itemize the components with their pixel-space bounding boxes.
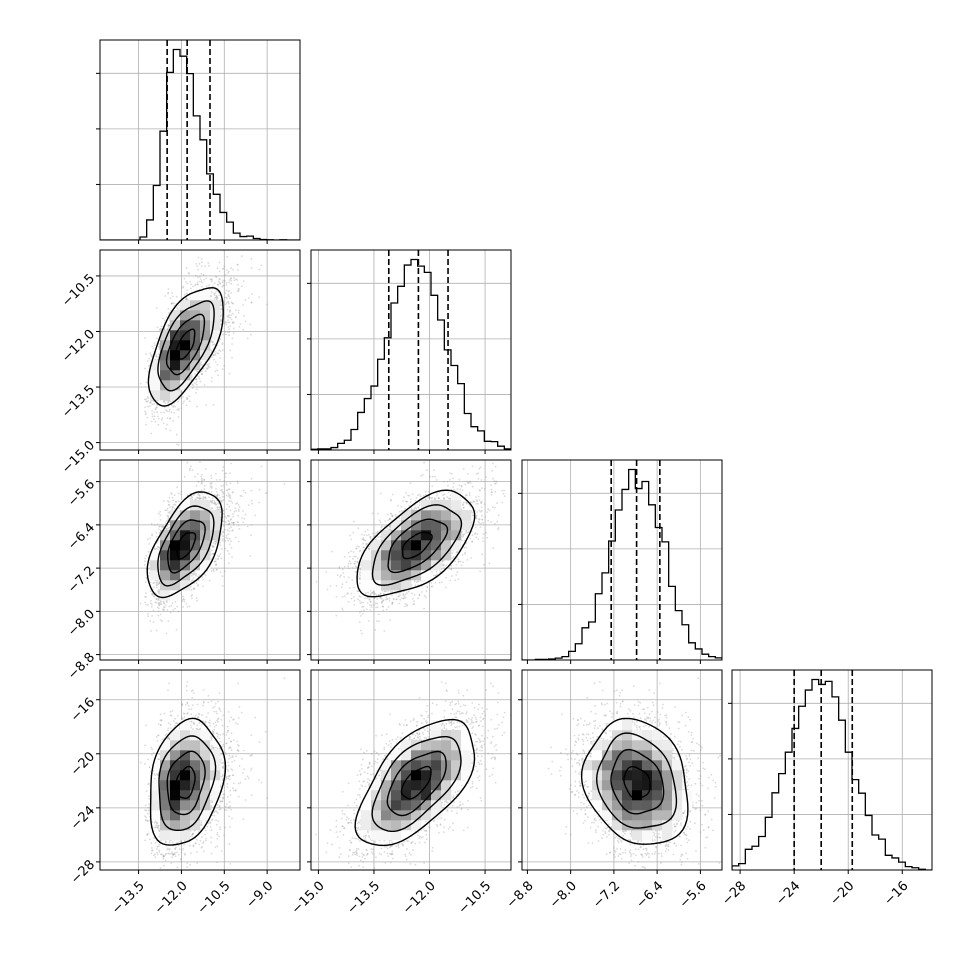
contour-line xyxy=(147,286,224,407)
contour-line xyxy=(371,504,463,586)
y-tick-label: −5.6 xyxy=(65,477,98,510)
y-tick-label: −13.5 xyxy=(59,382,98,421)
x-tick-label: −10.5 xyxy=(456,879,495,918)
x-tick-label: −13.5 xyxy=(344,879,383,918)
histogram-step xyxy=(732,678,932,870)
x-tick-label: −28 xyxy=(719,879,749,909)
x-tick-label: −20 xyxy=(827,879,857,909)
contour-line xyxy=(175,328,196,360)
contour-line xyxy=(580,717,689,845)
contour-line xyxy=(402,531,433,560)
panel-1-1 xyxy=(307,249,512,454)
contour-line xyxy=(387,518,449,574)
histogram-step xyxy=(522,468,722,660)
x-tick-label: −8.8 xyxy=(504,879,537,912)
panel-frame xyxy=(99,249,301,451)
panel-2-2 xyxy=(518,459,723,664)
x-tick-label: −13.5 xyxy=(109,879,148,918)
y-tick-label: −24 xyxy=(68,803,98,833)
x-tick-label: −15.0 xyxy=(289,879,328,918)
contour-line xyxy=(175,765,196,800)
panel-frame xyxy=(521,459,723,661)
panel-frame xyxy=(310,669,512,871)
y-tick-label: −8.8 xyxy=(65,650,98,683)
x-tick-label: −5.6 xyxy=(677,879,710,912)
panel-frame xyxy=(521,669,723,871)
y-tick-label: −7.2 xyxy=(65,564,98,597)
y-tick-label: −6.4 xyxy=(65,520,98,553)
panel-1-0 xyxy=(96,249,301,454)
histogram-step xyxy=(100,48,300,240)
contour-line xyxy=(149,717,227,846)
density-cells xyxy=(150,290,221,401)
x-tick-label: −9.0 xyxy=(243,879,276,912)
contour-line xyxy=(400,765,432,800)
panel-frame xyxy=(99,39,301,241)
contour-line xyxy=(623,765,651,800)
x-tick-label: −16 xyxy=(882,879,912,909)
y-tick-label: −15.0 xyxy=(59,438,98,477)
contour-line xyxy=(386,750,447,817)
contour-line xyxy=(157,300,215,392)
y-tick-label: −28 xyxy=(68,857,98,887)
contour-line xyxy=(146,491,223,599)
x-tick-label: −12.0 xyxy=(152,879,191,918)
x-tick-label: −12.0 xyxy=(400,879,439,918)
panel-frame xyxy=(310,249,512,451)
panel-frame xyxy=(310,459,512,661)
panel-frame xyxy=(99,459,301,661)
x-tick-label: −8.0 xyxy=(547,879,580,912)
density-cells xyxy=(582,720,693,841)
x-tick-label: −6.4 xyxy=(633,879,666,912)
contour-line xyxy=(610,748,665,815)
panel-3-0 xyxy=(96,669,301,874)
x-tick-label: −7.2 xyxy=(590,879,623,912)
contour-line xyxy=(166,750,206,816)
y-tick-label: −20 xyxy=(68,749,98,779)
contour-line xyxy=(157,505,215,587)
panel-2-1 xyxy=(307,459,512,664)
contour-line xyxy=(356,489,476,598)
panel-0-0 xyxy=(96,39,301,244)
panel-3-3 xyxy=(728,669,933,874)
panel-3-2 xyxy=(518,669,723,874)
contour-line xyxy=(354,718,476,847)
contour-line xyxy=(158,735,217,831)
y-tick-label: −8.0 xyxy=(65,607,98,640)
histogram-step xyxy=(311,258,511,450)
panel-2-0 xyxy=(96,459,301,664)
panel-frame xyxy=(99,669,301,871)
contour-line xyxy=(167,519,206,574)
panel-3-1 xyxy=(307,669,512,874)
y-tick-label: −16 xyxy=(68,695,98,725)
contour-line xyxy=(165,313,206,376)
y-tick-label: −12.0 xyxy=(59,327,98,366)
contour-line xyxy=(371,736,462,832)
contour-line xyxy=(175,532,197,560)
x-tick-label: −10.5 xyxy=(195,879,234,918)
x-tick-label: −24 xyxy=(773,879,803,909)
contour-line xyxy=(595,732,678,829)
y-tick-label: −10.5 xyxy=(59,271,98,310)
panel-frame xyxy=(731,669,933,871)
